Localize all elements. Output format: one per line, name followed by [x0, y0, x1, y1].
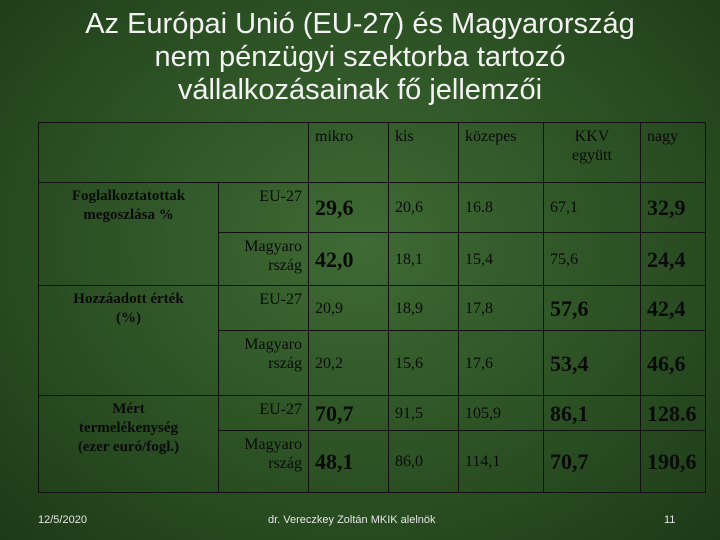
- value-cell: 20,6: [388, 182, 459, 233]
- table-row: Magyaro rszág 42,0 18,1 15,4 75,6 24,4: [39, 232, 706, 286]
- value-cell: 42,0: [308, 232, 389, 286]
- value-cell: 18,1: [388, 232, 459, 286]
- value-cell: 20,2: [308, 330, 389, 396]
- slide-title: Az Európai Unió (EU-27) és Magyarország …: [85, 8, 635, 106]
- header-cell: nagy: [640, 122, 706, 183]
- country-label: EU-27: [218, 395, 309, 431]
- value-cell: 70,7: [308, 395, 389, 431]
- group-label: Mért termelékenység (ezer euró/fogl.): [38, 395, 219, 493]
- empty-cell: [38, 122, 309, 183]
- value-cell: 42,4: [640, 285, 706, 331]
- value-cell: 20,9: [308, 285, 389, 331]
- value-cell: 70,7: [543, 430, 641, 493]
- table-row: Magyaro rszág 48,1 86,0 114,1 70,7 190,6: [39, 430, 706, 493]
- value-cell: 18,9: [388, 285, 459, 331]
- country-label: Magyaro rszág: [218, 430, 309, 493]
- value-cell: 15,6: [388, 330, 459, 396]
- value-cell: 24,4: [640, 232, 706, 286]
- country-label: EU-27: [218, 285, 309, 331]
- header-cell: KKV együtt: [543, 122, 641, 183]
- footer-page: 11: [664, 514, 676, 526]
- value-cell: 17,6: [458, 330, 544, 396]
- table-row: Magyaro rszág 20,2 15,6 17,6 53,4 46,6: [39, 330, 706, 396]
- table-row: Mért termelékenység (ezer euró/fogl.) EU-…: [38, 395, 706, 493]
- value-cell: 48,1: [308, 430, 389, 493]
- value-cell: 105,9: [458, 395, 544, 431]
- value-cell: 86,0: [388, 430, 459, 493]
- country-label: EU-27: [218, 182, 309, 233]
- value-cell: 75,6: [543, 232, 641, 286]
- value-cell: 86,1: [543, 395, 641, 431]
- value-cell: 91,5: [388, 395, 459, 431]
- value-cell: 53,4: [543, 330, 641, 396]
- header-cell: közepes: [458, 122, 544, 183]
- value-cell: 114,1: [458, 430, 544, 493]
- country-label: Magyaro rszág: [218, 232, 309, 286]
- value-cell: 17,8: [458, 285, 544, 331]
- table-row: Hozzáadott érték (%) EU-27 20,9 18,9 17,8 57,…: [38, 285, 706, 396]
- group-label: Hozzáadott érték (%): [38, 285, 219, 396]
- footer-author: dr. Vereczkey Zoltán MKIK alelnök: [268, 514, 436, 526]
- footer-date: 12/5/2020: [38, 514, 87, 526]
- group-label: Foglalkoztatottak megoszlása %: [38, 182, 219, 286]
- value-cell: 16.8: [458, 182, 544, 233]
- header-cell: mikro: [308, 122, 389, 183]
- table-row: Foglalkoztatottak megoszlása % EU-27 29,6 2…: [38, 182, 706, 286]
- value-cell: 67,1: [543, 182, 641, 233]
- value-cell: 46,6: [640, 330, 706, 396]
- value-cell: 15,4: [458, 232, 544, 286]
- country-label: Magyaro rszág: [218, 330, 309, 396]
- value-cell: 190,6: [640, 430, 706, 493]
- value-cell: 29,6: [308, 182, 389, 233]
- header-cell: kis: [388, 122, 459, 183]
- value-cell: 128.6: [640, 395, 706, 431]
- value-cell: 32,9: [640, 182, 706, 233]
- value-cell: 57,6: [543, 285, 641, 331]
- header-row: mikro kis közepes KKV együtt nagy: [38, 122, 706, 183]
- data-table: mikro kis közepes KKV együtt nagy Foglal…: [38, 122, 706, 493]
